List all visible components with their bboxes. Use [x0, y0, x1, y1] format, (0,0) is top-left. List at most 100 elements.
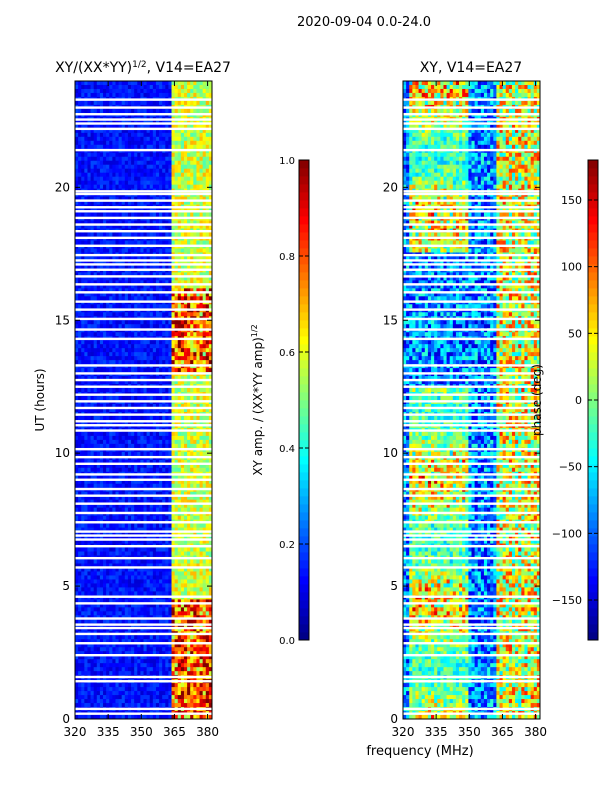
heatmap-cell — [137, 368, 141, 373]
heatmap-cell — [127, 368, 132, 373]
heatmap-cell — [152, 332, 157, 337]
heatmap-cell — [134, 324, 138, 329]
heatmap-cell — [159, 132, 163, 138]
heatmap-cell — [109, 475, 113, 481]
heatmap-cell — [81, 356, 85, 361]
heatmap-cell — [165, 380, 169, 385]
heatmap-cell — [90, 276, 95, 281]
heatmap-cell — [87, 164, 91, 170]
heatmap-cell — [152, 196, 157, 202]
heatmap-cell — [205, 451, 210, 457]
heatmap-cell — [162, 483, 166, 489]
heatmap-cell — [168, 499, 172, 505]
heatmap-cell — [106, 176, 110, 182]
heatmap-cell — [168, 491, 172, 497]
heatmap-cell — [134, 439, 138, 445]
heatmap-cell — [118, 439, 123, 445]
heatmap-cell — [84, 124, 88, 130]
heatmap-cell — [190, 495, 194, 501]
heatmap-cell — [193, 435, 197, 441]
heatmap-cell — [124, 140, 129, 146]
heatmap-cell — [208, 507, 213, 513]
heatmap-cell — [81, 340, 85, 345]
heatmap-cell — [99, 376, 104, 381]
heatmap-cell — [78, 260, 82, 265]
heatmap-cell — [106, 507, 110, 513]
heatmap-cell — [90, 224, 95, 229]
heatmap-cell — [183, 348, 188, 353]
heatmap-cell — [93, 435, 98, 441]
heatmap-cell — [143, 272, 148, 277]
heatmap-cell — [168, 503, 172, 509]
heatmap-cell — [183, 376, 188, 381]
heatmap-cell — [199, 360, 204, 365]
heatmap-cell — [99, 483, 104, 489]
heatmap-cell — [171, 380, 176, 385]
heatmap-cell — [99, 352, 104, 357]
heatmap-cell — [171, 483, 176, 489]
heatmap-cell — [208, 380, 213, 385]
heatmap-cell — [112, 495, 116, 501]
heatmap-cell — [205, 124, 210, 130]
heatmap-cell — [152, 100, 157, 106]
heatmap-cell — [193, 459, 197, 465]
heatmap-cell — [75, 108, 79, 114]
heatmap-cell — [106, 144, 110, 150]
heatmap-cell — [143, 407, 148, 413]
heatmap-cell — [196, 156, 200, 162]
heatmap-cell — [96, 260, 101, 265]
heatmap-cell — [177, 348, 182, 353]
heatmap-cell — [183, 495, 188, 501]
heatmap-cell — [134, 232, 138, 237]
heatmap-cell — [99, 499, 104, 505]
heatmap-cell — [149, 88, 154, 94]
heatmap-cell — [187, 284, 191, 289]
heatmap-cell — [106, 527, 110, 532]
heatmap-cell — [149, 168, 154, 174]
heatmap-cell — [165, 527, 169, 532]
heatmap-cell — [90, 403, 95, 409]
heatmap-cell — [168, 495, 172, 501]
heatmap-cell — [75, 376, 79, 381]
heatmap-cell — [180, 168, 185, 174]
heatmap-cell — [99, 200, 104, 206]
heatmap-cell — [118, 431, 123, 437]
heatmap-cell — [155, 507, 160, 513]
heatmap-cell — [168, 435, 172, 441]
heatmap-cell — [162, 439, 166, 445]
heatmap-cell — [131, 356, 135, 361]
heatmap-cell — [193, 296, 197, 301]
heatmap-cell — [171, 196, 176, 202]
heatmap-cell — [208, 144, 213, 150]
heatmap-cell — [159, 260, 163, 265]
heatmap-cell — [121, 459, 126, 465]
heatmap-cell — [168, 81, 172, 86]
heatmap-cell — [187, 439, 191, 445]
heatmap-cell — [187, 312, 191, 317]
heatmap-cell — [196, 495, 200, 501]
heatmap-cell — [155, 475, 160, 481]
heatmap-cell — [134, 443, 138, 449]
heatmap-cell — [137, 124, 141, 130]
heatmap-cell — [106, 200, 110, 206]
heatmap-cell — [146, 260, 151, 265]
heatmap-cell — [81, 332, 85, 337]
heatmap-cell — [81, 407, 85, 413]
heatmap-cell — [103, 503, 107, 509]
heatmap-cell — [106, 276, 110, 281]
heatmap-cell — [190, 272, 194, 277]
heatmap-cell — [187, 92, 191, 98]
heatmap-cell — [93, 463, 98, 469]
heatmap-cell — [90, 296, 95, 301]
heatmap-cell — [87, 463, 91, 469]
heatmap-cell — [124, 272, 129, 277]
heatmap-cell — [103, 523, 107, 528]
heatmap-cell — [208, 324, 213, 329]
heatmap-cell — [124, 475, 129, 481]
heatmap-cell — [75, 340, 79, 345]
heatmap-cell — [81, 144, 85, 150]
heatmap-cell — [171, 431, 176, 437]
heatmap-cell — [208, 439, 213, 445]
heatmap-cell — [112, 152, 116, 158]
heatmap-cell — [205, 156, 210, 162]
